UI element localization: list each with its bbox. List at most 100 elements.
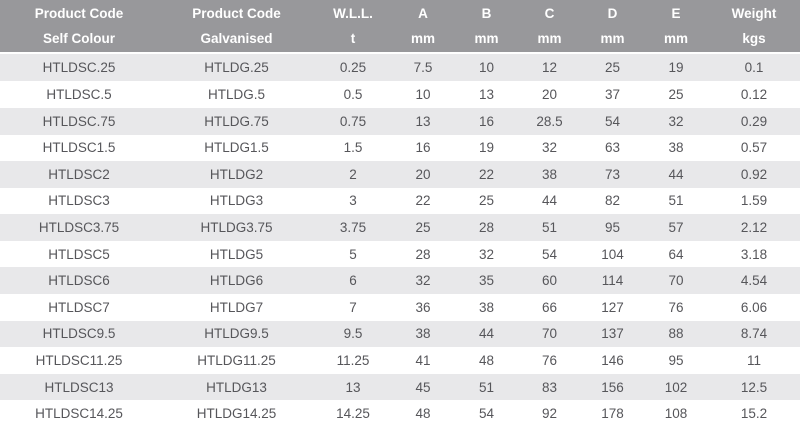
table-cell: HTLDSC1.5 [42, 140, 116, 156]
table-cell: HTLDG3 [209, 193, 264, 209]
table-cell: 35 [478, 273, 495, 289]
table-cell: 63 [604, 140, 621, 156]
table-cell: 32 [668, 113, 684, 129]
table-row: HTLDSC9.5 HTLDG9.5 9.5 38 44 70 137 88 8.74 [0, 320, 800, 348]
table-row: HTLDSC1.5 HTLDG1.5 1.5 16 19 32 63 38 0.57 [0, 134, 800, 162]
table-cell: HTLDG11.25 [197, 352, 276, 368]
col-header-b-mm: B mm [455, 0, 518, 54]
col-header-c-mm: C mm [518, 0, 581, 54]
table-cell: 12 [541, 60, 558, 76]
table-cell: 156 [601, 379, 624, 395]
header-sublabel: Galvanised [200, 31, 273, 46]
table-cell: 19 [668, 60, 684, 76]
table-cell: 146 [601, 352, 624, 368]
table-cell: 38 [668, 140, 684, 156]
table-cell: 60 [541, 273, 558, 289]
table-cell: HTLDSC.75 [42, 113, 116, 129]
table-cell: 13 [478, 87, 495, 103]
col-header-e-mm: E mm [644, 0, 708, 54]
table-cell: 64 [668, 246, 684, 262]
table-cell: 25 [604, 60, 621, 76]
table-cell: HTLDG6 [209, 273, 264, 289]
table-cell: 25 [478, 193, 495, 209]
table-cell: 7 [349, 299, 357, 315]
table-cell: 76 [541, 352, 558, 368]
table-cell: 6 [349, 273, 357, 289]
table-row: HTLDSC7 HTLDG7 7 36 38 66 127 76 6.06 [0, 293, 800, 321]
table-cell: 127 [601, 299, 624, 315]
table-cell: 54 [541, 246, 558, 262]
header-sublabel: kgs [742, 31, 766, 46]
table-cell: 95 [668, 352, 684, 368]
table-cell: 28 [478, 220, 495, 236]
table-cell: 0.25 [339, 60, 367, 76]
table-cell: 44 [478, 326, 495, 342]
table-cell: 137 [601, 326, 624, 342]
table-cell: 70 [668, 273, 684, 289]
table-cell: HTLDSC3 [48, 193, 110, 209]
table-row: HTLDSC14.25 HTLDG14.25 14.25 48 54 92 178 108 15… [0, 400, 800, 427]
table-cell: 2.12 [740, 220, 768, 236]
table-cell: HTLDSC6 [48, 273, 110, 289]
col-header-weight-kgs: Weight kgs [708, 0, 800, 54]
table-cell: HTLDG5 [209, 246, 264, 262]
table-cell: HTLDG14.25 [196, 406, 277, 422]
table-cell: 57 [668, 220, 684, 236]
table-cell: HTLDG13 [206, 379, 267, 395]
header-sublabel: mm [600, 31, 625, 46]
table-header: Product Code Self Colour Product Code Ga… [0, 0, 800, 54]
table-cell: HTLDG7 [209, 299, 264, 315]
header-sublabel: mm [410, 31, 435, 46]
table-cell: 28.5 [536, 113, 563, 129]
table-cell: 11.25 [336, 352, 370, 368]
table-cell: HTLDG.75 [204, 113, 269, 129]
table-cell: 32 [415, 273, 431, 289]
col-header-product-code-self-colour: Product Code Self Colour [0, 0, 158, 54]
table-cell: 66 [541, 299, 558, 315]
table-cell: 22 [415, 193, 431, 209]
col-header-wll: W.L.L. t [315, 0, 391, 54]
table-row: HTLDSC11.25 HTLDG11.25 11.25 41 48 76 146 95 11 [0, 347, 800, 374]
table-cell: 0.57 [740, 140, 768, 156]
table-cell: 38 [541, 166, 558, 182]
table-cell: 114 [601, 273, 624, 289]
header-sublabel: mm [663, 31, 688, 46]
col-header-a-mm: A mm [391, 0, 455, 54]
table-cell: 38 [478, 299, 495, 315]
table-cell: 0.12 [740, 87, 768, 103]
table-cell: 1.5 [343, 140, 363, 156]
table-cell: 92 [541, 406, 558, 422]
table-cell: 13 [415, 113, 431, 129]
table-cell: HTLDSC3.75 [38, 220, 120, 236]
table-row: HTLDSC6 HTLDG6 6 32 35 60 114 70 4.54 [0, 267, 800, 294]
table-cell: 83 [541, 379, 558, 395]
table-cell: HTLDSC.5 [46, 87, 112, 103]
table-cell: 51 [478, 379, 495, 395]
table-cell: HTLDSC14.25 [35, 406, 123, 422]
table-cell: HTLDG.5 [207, 87, 265, 103]
table-cell: 108 [664, 406, 688, 422]
table-cell: 7.5 [413, 60, 433, 76]
table-cell: HTLDG9.5 [204, 326, 269, 342]
table-cell: 73 [604, 166, 621, 182]
header-label: W.L.L. [333, 6, 373, 21]
table-cell: 51 [541, 220, 558, 236]
table-cell: 41 [415, 352, 431, 368]
table-row: HTLDSC3.75 HTLDG3.75 3.75 25 28 51 95 57 2.12 [0, 214, 800, 241]
table-cell: 37 [604, 87, 621, 103]
header-label: E [671, 6, 681, 21]
table-cell: 5 [349, 246, 357, 262]
table-row: HTLDSC2 HTLDG2 2 20 22 38 73 44 0.92 [0, 161, 800, 188]
table-cell: 54 [604, 113, 621, 129]
table-cell: 14.25 [336, 406, 370, 422]
table-cell: 10 [415, 87, 431, 103]
header-sublabel: Self Colour [42, 31, 115, 46]
table-cell: 48 [415, 406, 431, 422]
table-cell: 25 [668, 87, 684, 103]
table-body: HTLDSC.25 HTLDG.25 0.25 7.5 10 12 25 19 0.1 HTLDS… [0, 53, 800, 427]
table-cell: 32 [541, 140, 558, 156]
table-cell: 38 [415, 326, 431, 342]
table-cell: 88 [668, 326, 684, 342]
